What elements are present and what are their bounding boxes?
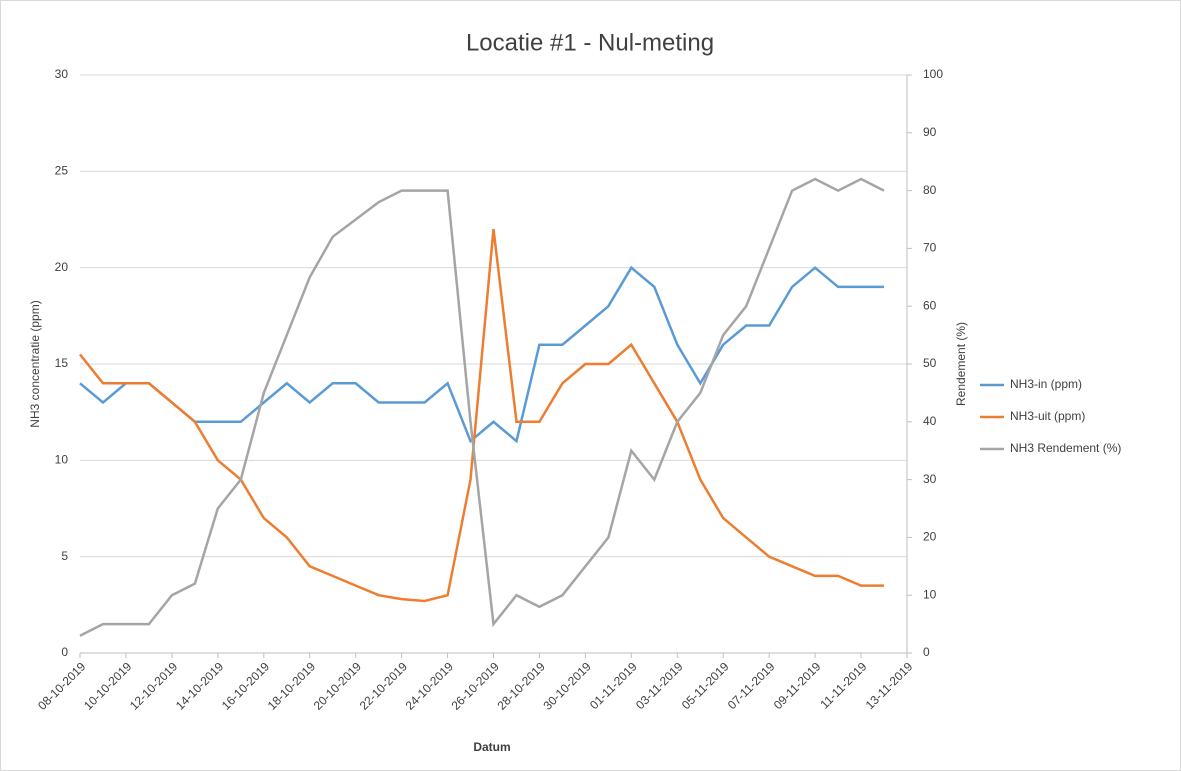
y2-tick-label: 20 — [923, 530, 937, 544]
y2-tick-label: 30 — [923, 472, 937, 486]
y2-tick-label: 60 — [923, 298, 937, 312]
y-axis-title: NH3 concentratie (ppm) — [28, 300, 42, 427]
y2-tick-label: 90 — [923, 125, 937, 139]
y-tick-label: 5 — [61, 549, 68, 563]
series-line — [79, 265, 884, 444]
y2-tick-label: 0 — [923, 645, 930, 659]
legend-label: NH3-in (ppm) — [1010, 377, 1082, 391]
y-tick-label: 15 — [55, 356, 69, 370]
legend-label: NH3 Rendement (%) — [1010, 441, 1121, 455]
y-tick-label: 10 — [55, 453, 69, 467]
y2-tick-label: 40 — [923, 414, 937, 428]
series-line — [79, 177, 885, 637]
chart-title: Locatie #1 - Nul-meting — [466, 29, 714, 56]
y-tick-label: 30 — [55, 67, 69, 81]
y2-tick-label: 80 — [923, 183, 937, 197]
y-tick-label: 20 — [55, 260, 69, 274]
y2-tick-label: 100 — [923, 67, 943, 81]
series-line — [79, 228, 884, 603]
legend-label: NH3-uit (ppm) — [1010, 409, 1085, 423]
y-tick-label: 25 — [55, 164, 69, 178]
y2-tick-label: 70 — [923, 241, 937, 255]
y2-axis-title: Rendement (%) — [954, 322, 968, 406]
y-tick-label: 0 — [61, 645, 68, 659]
y2-tick-label: 10 — [923, 587, 937, 601]
x-axis-title: Datum — [473, 740, 510, 754]
y2-tick-label: 50 — [923, 356, 937, 370]
